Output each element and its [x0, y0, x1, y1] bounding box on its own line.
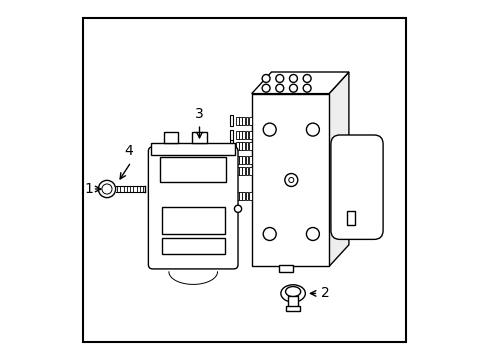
Circle shape: [288, 177, 293, 183]
Bar: [346, 211, 354, 225]
Bar: [230, 130, 232, 140]
FancyBboxPatch shape: [148, 147, 238, 269]
Bar: [235, 156, 238, 164]
Bar: [239, 142, 242, 150]
Bar: [242, 142, 244, 150]
Bar: [245, 117, 248, 125]
Text: 4: 4: [124, 144, 133, 158]
Bar: [278, 265, 292, 272]
Circle shape: [306, 123, 319, 136]
Circle shape: [263, 228, 276, 240]
Bar: [239, 117, 242, 125]
Circle shape: [303, 75, 310, 82]
Bar: [162, 238, 224, 254]
Circle shape: [284, 174, 297, 186]
Ellipse shape: [280, 285, 305, 302]
FancyBboxPatch shape: [330, 135, 382, 239]
Circle shape: [289, 84, 297, 92]
Bar: [248, 156, 251, 164]
Bar: [242, 156, 244, 164]
Bar: [162, 207, 224, 234]
Bar: [235, 167, 238, 175]
Bar: [285, 306, 300, 311]
Ellipse shape: [285, 287, 300, 297]
Text: 3: 3: [195, 107, 203, 121]
Bar: [230, 115, 232, 126]
Bar: [230, 140, 232, 151]
Bar: [248, 142, 251, 150]
Bar: [242, 167, 244, 175]
Bar: [248, 192, 251, 200]
Bar: [235, 131, 238, 139]
Circle shape: [275, 75, 283, 82]
Text: 1: 1: [84, 182, 93, 196]
Bar: [245, 192, 248, 200]
Circle shape: [98, 180, 115, 198]
Bar: [235, 142, 238, 150]
Bar: [287, 296, 298, 308]
Bar: [245, 131, 248, 139]
Bar: [239, 167, 242, 175]
Bar: [248, 131, 251, 139]
Circle shape: [262, 75, 269, 82]
Bar: [235, 192, 238, 200]
Circle shape: [275, 84, 283, 92]
Bar: [230, 191, 232, 202]
Bar: [248, 167, 251, 175]
Bar: [245, 167, 248, 175]
Polygon shape: [251, 72, 348, 94]
Circle shape: [262, 84, 269, 92]
Bar: [230, 155, 232, 166]
Circle shape: [102, 184, 112, 194]
Polygon shape: [328, 72, 348, 266]
Bar: [192, 132, 206, 143]
Bar: [242, 131, 244, 139]
Bar: [160, 157, 226, 182]
Bar: [239, 131, 242, 139]
Circle shape: [303, 84, 310, 92]
Bar: [235, 117, 238, 125]
Circle shape: [234, 205, 241, 212]
Bar: [239, 156, 242, 164]
Circle shape: [306, 228, 319, 240]
Bar: [245, 156, 248, 164]
Circle shape: [263, 123, 276, 136]
Bar: [151, 143, 235, 155]
Bar: [242, 117, 244, 125]
Text: 2: 2: [321, 287, 329, 300]
Bar: [251, 94, 328, 266]
Bar: [245, 142, 248, 150]
Bar: [239, 192, 242, 200]
Bar: [163, 132, 178, 143]
Bar: [248, 117, 251, 125]
Bar: [242, 192, 244, 200]
Circle shape: [289, 75, 297, 82]
Bar: [230, 166, 232, 176]
